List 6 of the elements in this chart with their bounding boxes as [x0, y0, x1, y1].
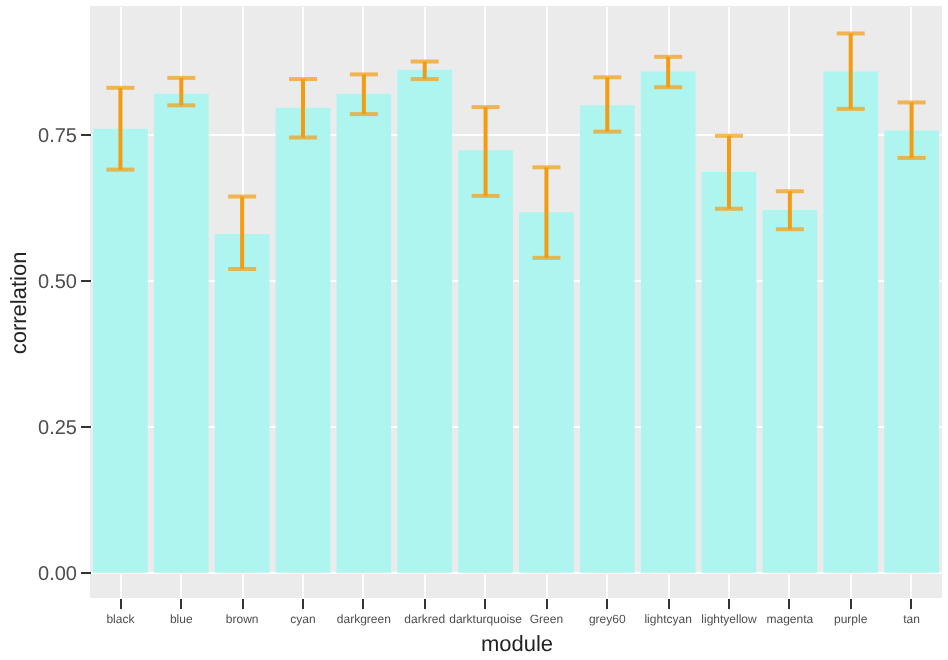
y-tick-label: 0.75 — [38, 125, 78, 148]
y-tick-label: 0.25 — [38, 417, 78, 440]
y-axis-title: correlation — [8, 251, 33, 355]
x-axis-title: module — [480, 633, 554, 657]
y-tick-label: 0.50 — [38, 271, 78, 294]
y-tick-label: 0.00 — [38, 563, 78, 586]
